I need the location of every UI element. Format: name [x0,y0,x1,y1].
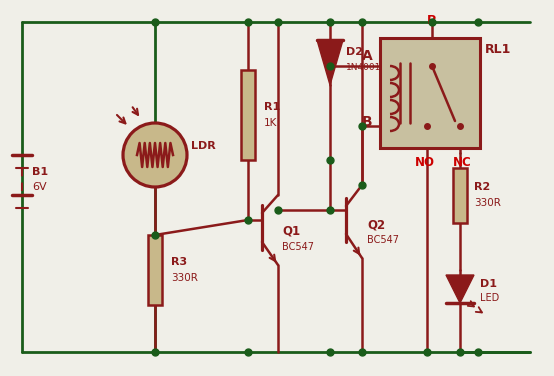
Text: B: B [362,115,373,129]
Text: LED: LED [480,293,499,303]
Bar [148,235,162,305]
Text: 1N4001: 1N4001 [346,63,381,72]
Text: D2: D2 [346,47,363,57]
Text: A: A [362,49,373,63]
Text: LDR: LDR [191,141,216,151]
Text: BC547: BC547 [282,242,314,252]
Bar [380,38,480,148]
Circle shape [123,123,187,187]
Text: NC: NC [453,156,471,169]
Polygon shape [446,275,474,303]
Polygon shape [317,40,343,85]
Text: 330R: 330R [474,199,501,209]
Text: R3: R3 [171,257,187,267]
Bar [241,70,255,160]
Text: 1K: 1K [264,118,278,128]
Text: B1: B1 [32,167,48,177]
Text: RL1: RL1 [485,43,511,56]
Text: R2: R2 [474,182,490,193]
Text: Q1: Q1 [282,225,300,238]
Text: Q2: Q2 [367,218,385,231]
Text: BC547: BC547 [367,235,399,245]
Text: P: P [427,14,436,27]
Text: NO: NO [415,156,435,169]
Text: 6V: 6V [32,182,47,192]
Text: R1: R1 [264,102,280,112]
Text: D1: D1 [480,279,497,289]
Text: 330R: 330R [171,273,198,283]
Bar [453,168,467,223]
